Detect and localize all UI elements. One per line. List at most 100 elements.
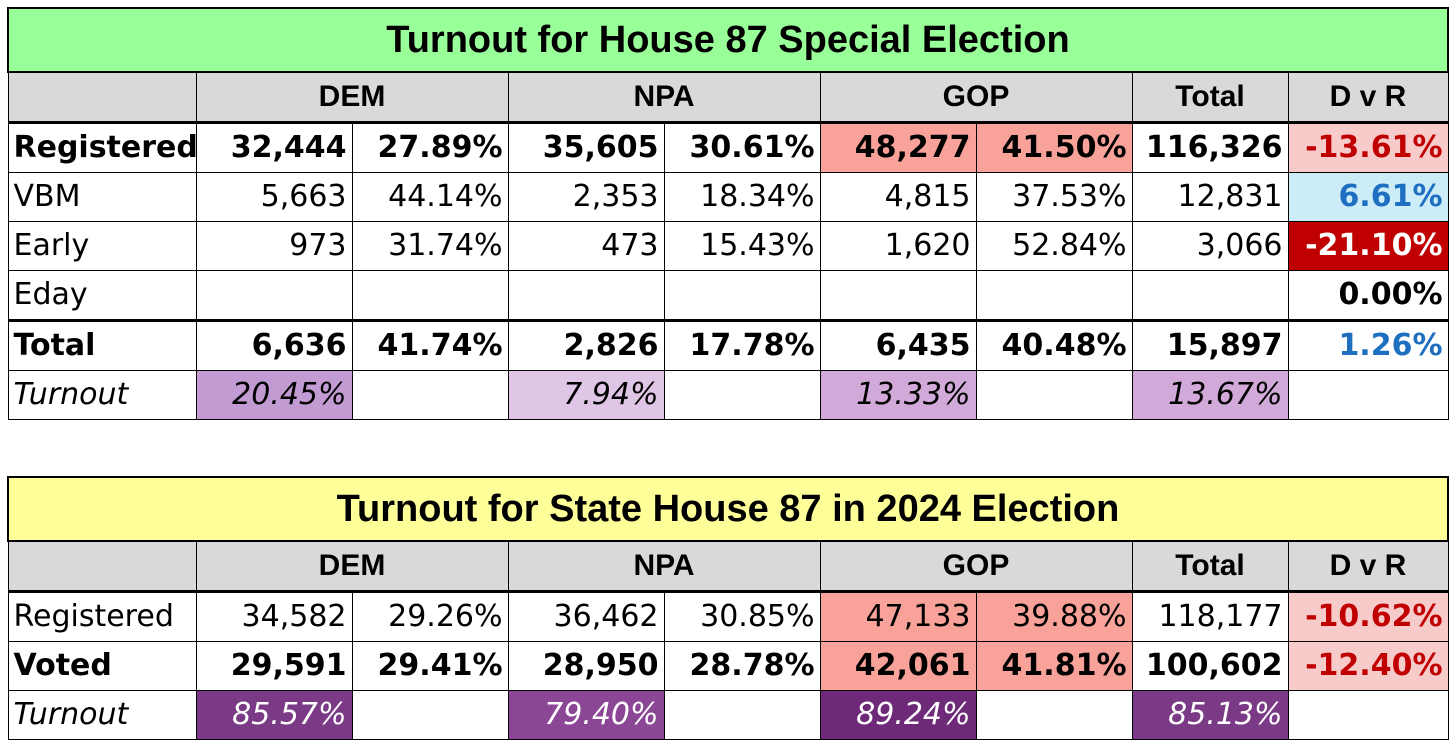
npa-count: 2,826 [507, 319, 665, 371]
total-count: 12,831 [1131, 172, 1289, 222]
dem-count: 6,636 [195, 319, 353, 371]
empty-cell [975, 690, 1133, 740]
gop-count: 47,133 [819, 591, 977, 642]
gop-count: 4,815 [819, 172, 977, 222]
dvr-value: 6.61% [1287, 172, 1449, 222]
dvr-value: -13.61% [1287, 122, 1449, 173]
npa-count: 35,605 [507, 122, 665, 173]
gop-count: 42,061 [819, 641, 977, 691]
header-dvr: D v R [1287, 540, 1449, 593]
dem-percent: 41.74% [351, 319, 509, 371]
dem-count: 5,663 [195, 172, 353, 222]
header-gop: GOP [819, 71, 1133, 124]
gop-count: 1,620 [819, 221, 977, 271]
turnout-row: Turnout 20.45% 7.94% 13.33% 13.67% [7, 370, 1449, 420]
table-row: Registered 34,582 29.26% 36,462 30.85% 4… [7, 591, 1449, 642]
table-row: Registered 32,444 27.89% 35,605 30.61% 4… [7, 122, 1449, 173]
dem-turnout: 20.45% [195, 370, 353, 420]
dvr-value: -12.40% [1287, 641, 1449, 691]
table-row: Eday 0.00% [7, 270, 1449, 321]
header-npa: NPA [507, 71, 821, 124]
dem-count: 29,591 [195, 641, 353, 691]
total-turnout: 85.13% [1131, 690, 1289, 740]
header-total: Total [1131, 540, 1289, 593]
dvr-value: -10.62% [1287, 591, 1449, 642]
dem-percent: 31.74% [351, 221, 509, 271]
header-blank [7, 71, 197, 124]
npa-count: 28,950 [507, 641, 665, 691]
total-count [1131, 270, 1289, 321]
npa-percent: 15.43% [663, 221, 821, 271]
total-count: 118,177 [1131, 591, 1289, 642]
header-total: Total [1131, 71, 1289, 124]
gop-percent: 41.81% [975, 641, 1133, 691]
row-label: Early [7, 221, 197, 271]
dem-percent: 29.41% [351, 641, 509, 691]
header-blank [7, 540, 197, 593]
row-label: VBM [7, 172, 197, 222]
npa-turnout: 79.40% [507, 690, 665, 740]
row-label: Eday [7, 270, 197, 321]
npa-count: 2,353 [507, 172, 665, 222]
row-label: Turnout [7, 370, 197, 420]
table-row: Total 6,636 41.74% 2,826 17.78% 6,435 40… [7, 319, 1449, 371]
header-dvr: D v R [1287, 71, 1449, 124]
turnout-row: Turnout 85.57% 79.40% 89.24% 85.13% [7, 690, 1449, 740]
gop-turnout: 89.24% [819, 690, 977, 740]
header-dem: DEM [195, 540, 509, 593]
gop-count: 6,435 [819, 319, 977, 371]
empty-cell [351, 370, 509, 420]
row-label: Voted [7, 641, 197, 691]
dem-percent: 27.89% [351, 122, 509, 173]
empty-cell [663, 690, 821, 740]
empty-cell [1287, 690, 1449, 740]
dem-turnout: 85.57% [195, 690, 353, 740]
gop-percent: 41.50% [975, 122, 1133, 173]
table-row: Early 973 31.74% 473 15.43% 1,620 52.84%… [7, 221, 1449, 271]
npa-percent: 30.85% [663, 591, 821, 642]
row-label: Total [7, 319, 197, 371]
npa-count: 473 [507, 221, 665, 271]
npa-percent: 30.61% [663, 122, 821, 173]
dem-count [195, 270, 353, 321]
header-npa: NPA [507, 540, 821, 593]
gop-percent: 52.84% [975, 221, 1133, 271]
table-row: VBM 5,663 44.14% 2,353 18.34% 4,815 37.5… [7, 172, 1449, 222]
empty-cell [1287, 370, 1449, 420]
npa-percent: 17.78% [663, 319, 821, 371]
dvr-value: 0.00% [1287, 270, 1449, 321]
npa-turnout: 7.94% [507, 370, 665, 420]
empty-cell [663, 370, 821, 420]
total-count: 116,326 [1131, 122, 1289, 173]
special-election-turnout-table: Turnout for House 87 Special Election DE… [6, 7, 1450, 420]
gop-count: 48,277 [819, 122, 977, 173]
2024-election-turnout-table: Turnout for State House 87 in 2024 Elect… [6, 476, 1450, 740]
gop-percent: 40.48% [975, 319, 1133, 371]
dem-percent [351, 270, 509, 321]
dvr-value: -21.10% [1287, 221, 1449, 271]
table-title: Turnout for House 87 Special Election [6, 7, 1450, 73]
empty-cell [351, 690, 509, 740]
gop-percent: 37.53% [975, 172, 1133, 222]
total-count: 15,897 [1131, 319, 1289, 371]
table-row: Voted 29,591 29.41% 28,950 28.78% 42,061… [7, 641, 1449, 691]
dem-percent: 44.14% [351, 172, 509, 222]
npa-percent: 28.78% [663, 641, 821, 691]
dem-count: 34,582 [195, 591, 353, 642]
row-label: Registered [7, 122, 197, 173]
header-dem: DEM [195, 71, 509, 124]
dem-count: 32,444 [195, 122, 353, 173]
total-turnout: 13.67% [1131, 370, 1289, 420]
empty-cell [975, 370, 1133, 420]
npa-percent [663, 270, 821, 321]
gop-turnout: 13.33% [819, 370, 977, 420]
table-title: Turnout for State House 87 in 2024 Elect… [6, 476, 1450, 542]
gop-percent [975, 270, 1133, 321]
dem-count: 973 [195, 221, 353, 271]
header-gop: GOP [819, 540, 1133, 593]
total-count: 100,602 [1131, 641, 1289, 691]
total-count: 3,066 [1131, 221, 1289, 271]
gop-percent: 39.88% [975, 591, 1133, 642]
npa-count: 36,462 [507, 591, 665, 642]
row-label: Turnout [7, 690, 197, 740]
